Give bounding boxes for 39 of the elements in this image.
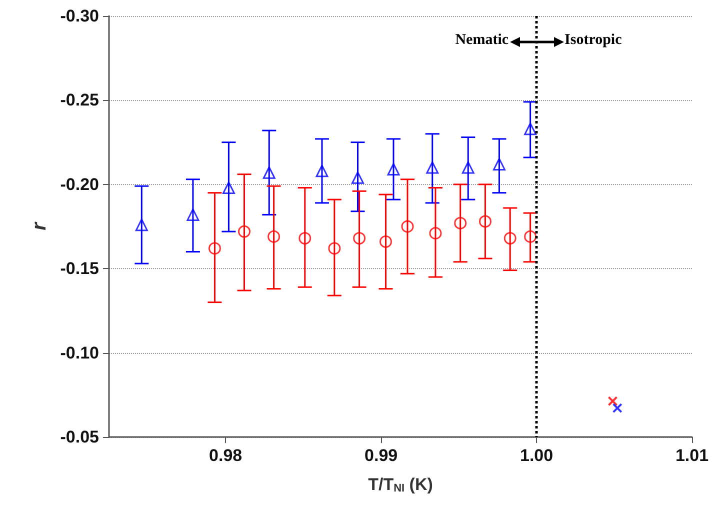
- x-tick-label: 0.99: [364, 446, 398, 465]
- y-tick-label: -0.05: [60, 428, 99, 446]
- point: [222, 182, 235, 194]
- point: [186, 208, 200, 221]
- point: [262, 166, 276, 179]
- point: [238, 225, 251, 238]
- point: [353, 232, 366, 245]
- point: [208, 242, 221, 255]
- point: [135, 218, 148, 232]
- point: [492, 158, 506, 170]
- point: [429, 226, 442, 240]
- point: [608, 396, 618, 406]
- y-tick-label: -0.15: [60, 259, 99, 278]
- annotation: Isotropic: [564, 32, 622, 49]
- point: [504, 232, 516, 245]
- annotation: Nematic: [455, 32, 509, 49]
- y-tick-label: -0.25: [60, 90, 99, 110]
- y-axis-title: r: [28, 221, 50, 230]
- point: [316, 164, 328, 178]
- point: [379, 235, 392, 248]
- point: [268, 230, 280, 243]
- point: [454, 216, 467, 230]
- y-tick-label: -0.30: [60, 6, 99, 26]
- x-tick-label: 0.98: [209, 446, 242, 465]
- point: [612, 403, 622, 414]
- point: [298, 232, 312, 245]
- point: [462, 161, 474, 174]
- point: [478, 215, 492, 228]
- point: [524, 230, 537, 243]
- point: [426, 161, 439, 174]
- y-tick-label: -0.20: [60, 174, 99, 194]
- x-tick-label: 1.01: [675, 446, 709, 465]
- y-tick-label: -0.10: [60, 343, 99, 362]
- point: [328, 242, 341, 255]
- point: [524, 122, 537, 136]
- point: [351, 171, 364, 184]
- point: [387, 162, 400, 176]
- x-tick-label: 1.00: [520, 446, 554, 465]
- point: [401, 220, 414, 233]
